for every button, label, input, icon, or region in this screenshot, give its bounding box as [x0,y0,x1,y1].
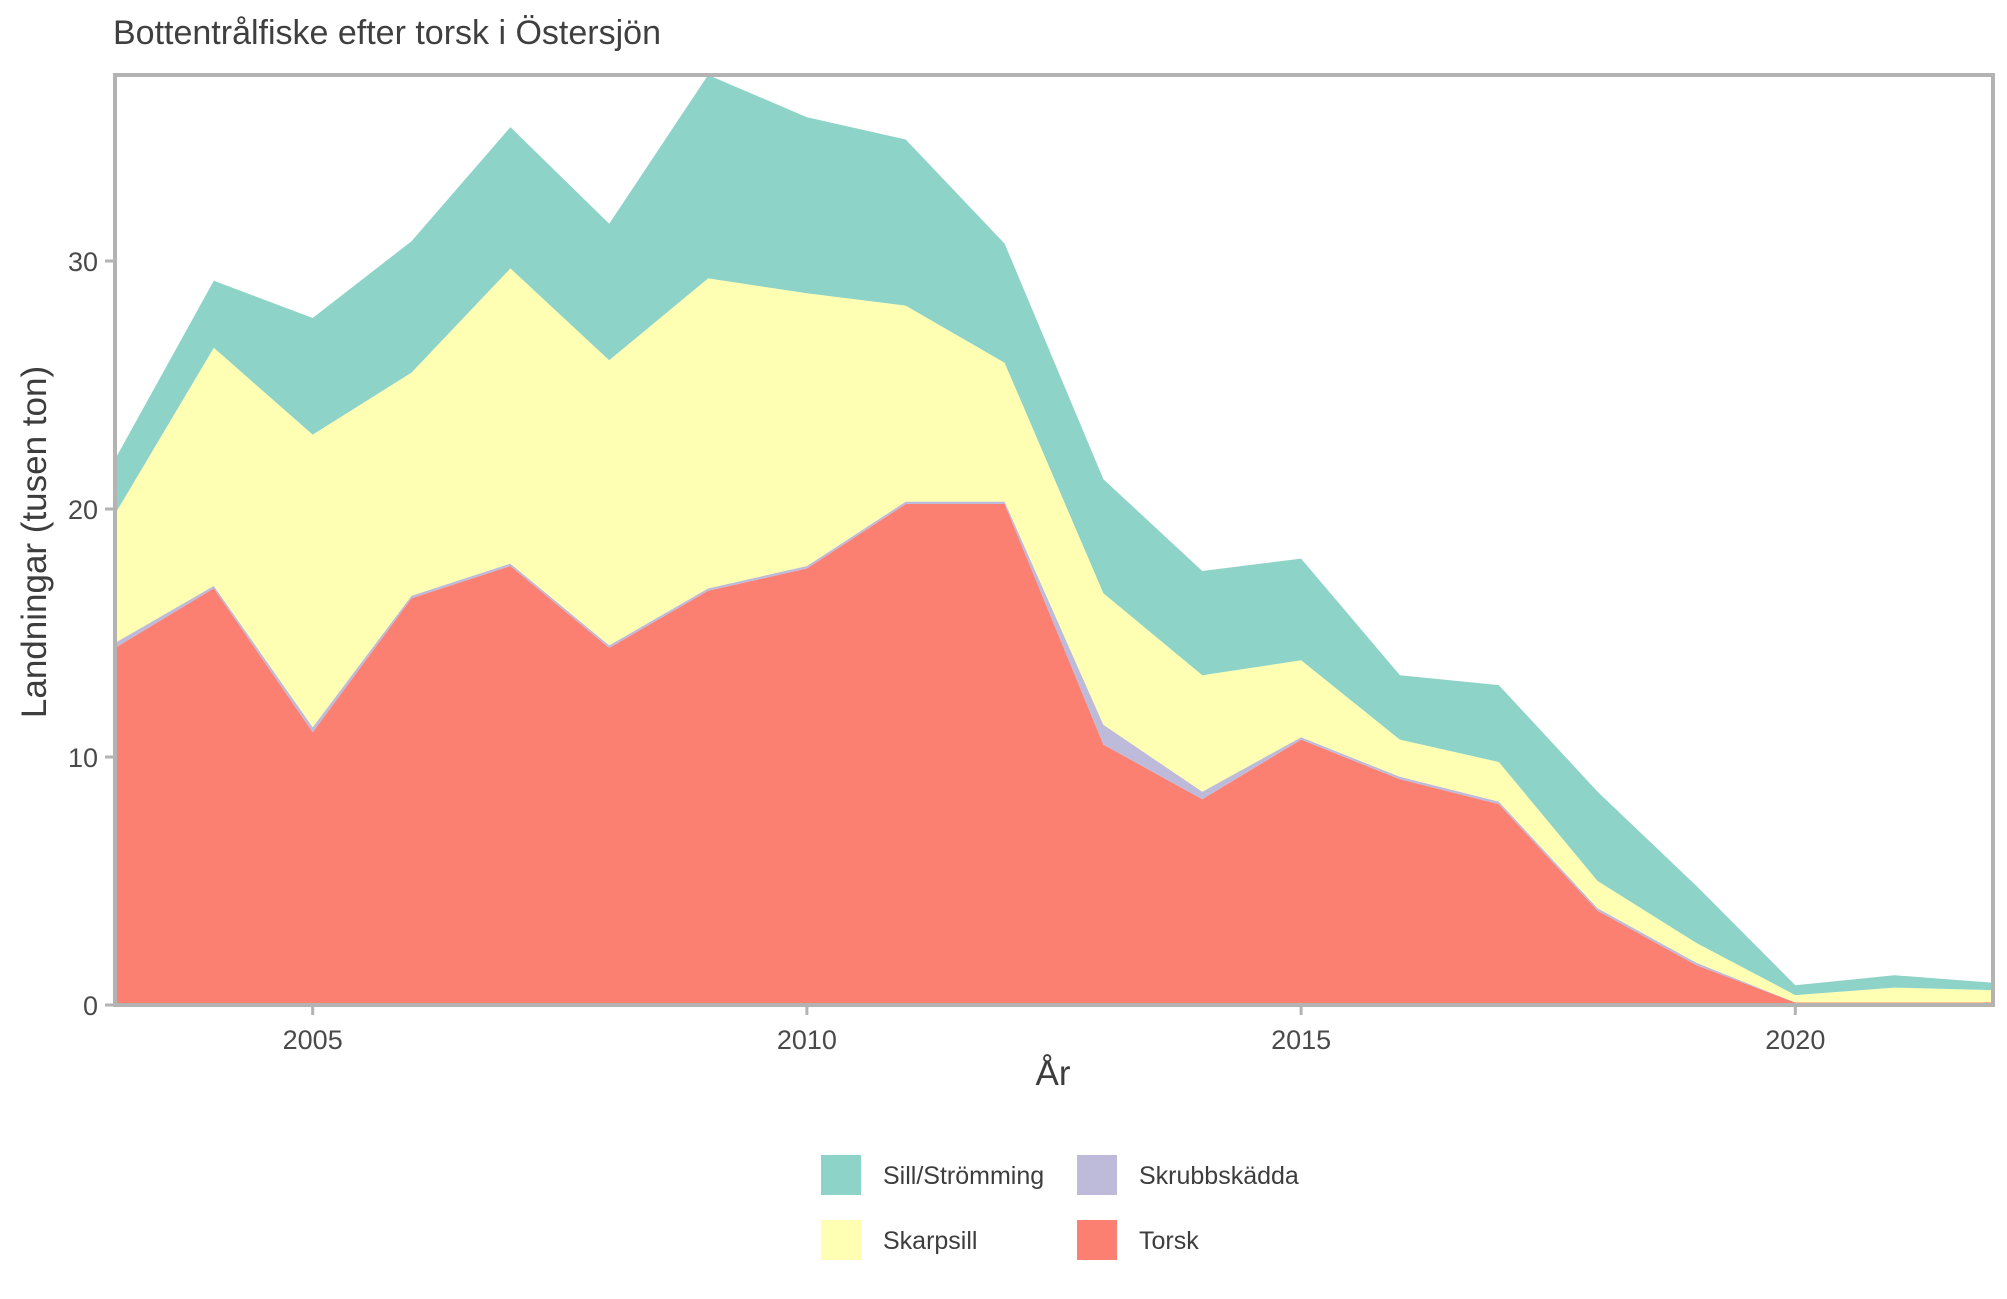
x-tick-label: 2015 [1271,1025,1331,1055]
y-tick-label: 30 [68,247,98,277]
x-axis-title: År [1036,1054,1071,1093]
x-tick-label: 2020 [1765,1025,1825,1055]
chart-title: Bottentrålfiske efter torsk i Östersjön [113,14,661,52]
area-torsk [115,504,1993,1005]
x-tick-label: 2005 [283,1025,343,1055]
y-axis: 0 10 20 30 [68,247,113,1021]
y-tick-label: 10 [68,743,98,773]
area-skarpsill [115,268,1993,1003]
x-tick-label: 2010 [777,1025,837,1055]
area-layers [115,75,1993,1005]
legend-swatch [1077,1220,1117,1260]
legend-label: Skarpsill [883,1227,977,1255]
y-tick-label: 20 [68,495,98,525]
y-tick-label: 0 [83,991,98,1021]
legend: Sill/Strömming Skrubbskädda Skarpsill Torsk [821,1155,1299,1260]
y-axis-title: Landningar (tusen ton) [15,366,54,718]
area-skrubbskädda [115,501,1993,1003]
panel-border [113,73,1995,1007]
legend-label: Torsk [1139,1227,1199,1255]
legend-swatch [1077,1155,1117,1195]
legend-swatch [821,1220,861,1260]
area-sill-strömming [115,75,1993,996]
legend-swatch [821,1155,861,1195]
legend-label: Skrubbskädda [1139,1162,1299,1190]
x-axis: 2005 2010 2015 2020 [283,1007,1825,1055]
legend-label: Sill/Strömming [883,1162,1044,1190]
